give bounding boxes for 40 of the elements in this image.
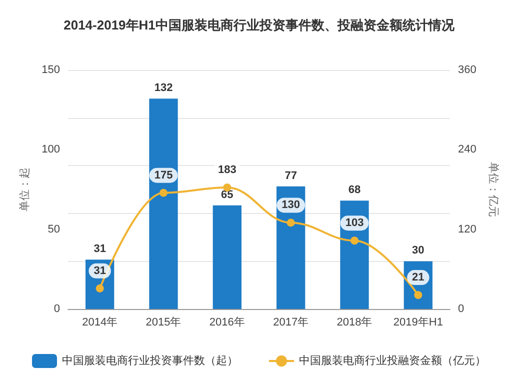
y-tick-label: 100 (42, 144, 60, 156)
chart-title: 2014-2019年H1中国服装电商行业投资事件数、投融资金额统计情况 (64, 18, 456, 32)
point (350, 236, 358, 245)
y2-axis-title: 单位：亿元 (486, 162, 500, 217)
point (286, 218, 295, 227)
data-label: 103 (345, 217, 364, 230)
y2-tick-label: 120 (458, 223, 476, 236)
bar (340, 200, 369, 309)
data-label: 30 (412, 244, 424, 257)
bar (149, 98, 178, 309)
y-tick-label: 0 (54, 303, 60, 315)
data-label: 65 (221, 188, 234, 201)
data-label: 175 (154, 169, 173, 182)
data-label: 77 (284, 170, 297, 182)
y2-tick-label: 360 (458, 64, 476, 76)
bar (276, 186, 306, 309)
bar (212, 205, 242, 309)
point (160, 188, 168, 197)
y2-tick-label: 0 (458, 303, 464, 315)
data-label: 68 (348, 184, 361, 196)
data-label: 31 (94, 243, 106, 256)
x-tick-label: 2017年 (273, 316, 309, 328)
x-tick-label: 2019年H1 (393, 316, 443, 328)
point (414, 291, 422, 300)
data-label: 31 (94, 264, 106, 277)
y2-tick-label: 240 (458, 144, 476, 156)
legend-label: 中国服装电商行业投资事件数（起） (62, 354, 238, 367)
legend-label: 中国服装电商行业投融资金额（亿元） (299, 354, 486, 367)
x-tick-label: 2014年 (82, 316, 118, 328)
x-tick-label: 2016年 (209, 316, 245, 328)
y-tick-label: 50 (48, 223, 60, 236)
point (96, 284, 104, 292)
y-tick-label: 150 (42, 64, 60, 76)
x-tick-label: 2018年 (336, 316, 372, 328)
x-tick-label: 2015年 (146, 316, 182, 328)
y-axis-title: 单位：起 (18, 168, 32, 212)
data-label: 21 (412, 272, 424, 284)
data-label: 183 (218, 164, 236, 176)
data-label: 132 (154, 82, 173, 94)
data-label: 130 (282, 199, 300, 212)
